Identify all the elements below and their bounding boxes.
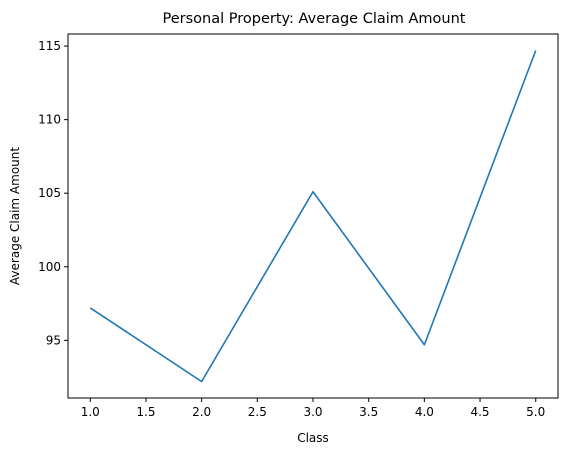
chart-title: Personal Property: Average Claim Amount — [163, 11, 466, 27]
y-tick-label: 95 — [46, 333, 61, 347]
x-tick-label: 3.0 — [303, 405, 322, 419]
x-tick-label: 1.5 — [136, 405, 155, 419]
x-tick-label: 4.0 — [415, 405, 434, 419]
y-tick-label: 110 — [38, 113, 61, 127]
y-axis: 95 100 105 110 115 — [38, 39, 68, 347]
y-tick-label: 105 — [38, 186, 61, 200]
plot-area-frame — [67, 33, 559, 399]
x-tick-label: 2.0 — [192, 405, 211, 419]
x-tick-label: 2.5 — [248, 405, 267, 419]
x-tick-label: 1.0 — [81, 405, 100, 419]
x-tick-label: 4.5 — [470, 405, 489, 419]
x-axis: 1.0 1.5 2.0 2.5 3.0 3.5 4.0 4.5 5.0 — [81, 398, 545, 419]
y-tick-label: 115 — [38, 39, 61, 53]
y-tick-label: 100 — [38, 260, 61, 274]
x-tick-label: 5.0 — [526, 405, 545, 419]
series-line — [89, 50, 537, 383]
x-tick-label: 3.5 — [359, 405, 378, 419]
x-axis-label: Class — [297, 431, 329, 445]
y-axis-label: Average Claim Amount — [8, 147, 22, 285]
